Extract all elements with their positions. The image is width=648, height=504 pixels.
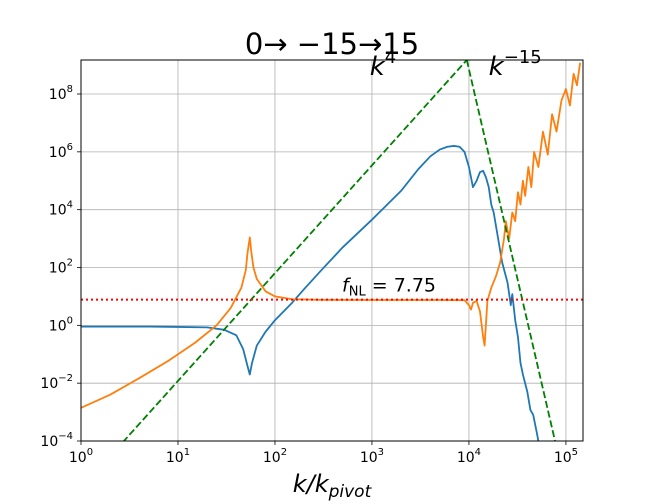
x-tick-label: 102 [263, 447, 287, 466]
annotation-k-15: k−15 [489, 47, 542, 82]
y-tick-label: 100 [49, 315, 73, 334]
y-tick-label: 10−2 [40, 373, 73, 392]
y-tick-label: 10−4 [40, 431, 73, 450]
slope-line-k-15 [465, 60, 556, 441]
annotations: k4 k−15 fNL = 7.75 [342, 47, 542, 299]
annotation-k4: k4 [370, 47, 397, 82]
fnl-label: fNL = 7.75 [342, 274, 436, 299]
series-layer [81, 60, 583, 441]
x-tick-label: 100 [69, 447, 93, 466]
chart-title: 0→ −15→15 [245, 27, 419, 61]
y-tick-label: 104 [49, 200, 73, 219]
x-tick-label: 103 [360, 447, 384, 466]
series-line-blue [81, 145, 540, 441]
series-line-orange [81, 62, 581, 409]
x-tick-label: 101 [166, 447, 190, 466]
x-tick-label: 105 [554, 447, 578, 466]
y-axis: 10−4 10−2 100 102 104 106 108 [40, 84, 81, 450]
grid [80, 60, 583, 442]
plot-frame [80, 59, 584, 442]
x-axis-label: k/kpivot [293, 470, 373, 502]
x-tick-label: 104 [457, 447, 481, 466]
slope-line-k4 [122, 60, 468, 441]
x-axis: 100 101 102 103 104 105 [69, 441, 578, 466]
y-tick-label: 106 [49, 142, 73, 161]
y-tick-label: 102 [49, 258, 73, 277]
y-tick-label: 108 [49, 84, 73, 103]
